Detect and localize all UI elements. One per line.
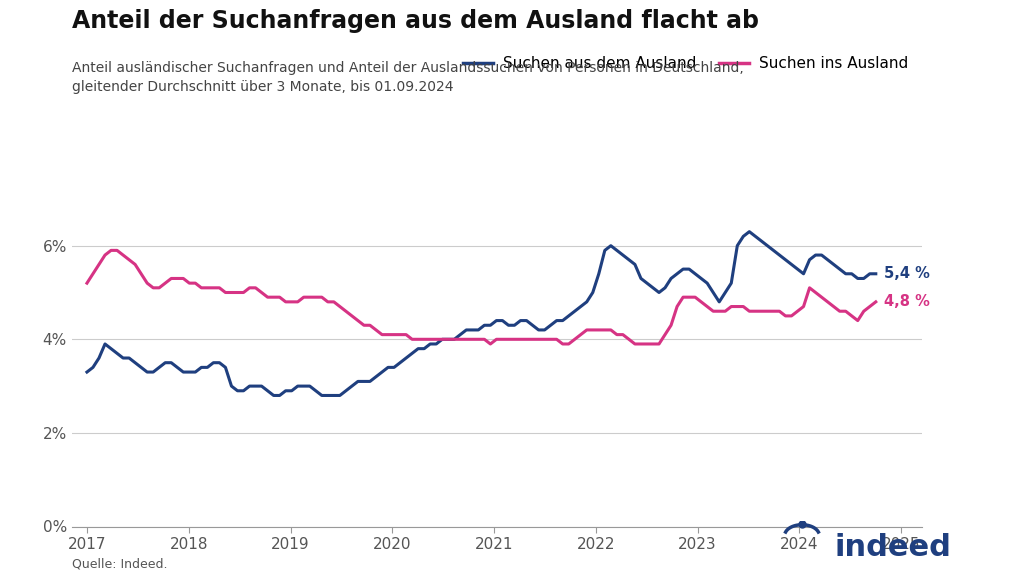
- Text: 4,8 %: 4,8 %: [884, 294, 930, 309]
- Legend: Suchen aus dem Ausland, Suchen ins Ausland: Suchen aus dem Ausland, Suchen ins Ausla…: [457, 50, 914, 77]
- Text: Anteil ausländischer Suchanfragen und Anteil der Auslandssuchen von Personen in : Anteil ausländischer Suchanfragen und An…: [72, 61, 743, 94]
- Text: Quelle: Indeed.: Quelle: Indeed.: [72, 558, 167, 570]
- Text: indeed: indeed: [835, 532, 951, 562]
- Text: Anteil der Suchanfragen aus dem Ausland flacht ab: Anteil der Suchanfragen aus dem Ausland …: [72, 9, 759, 33]
- Text: 5,4 %: 5,4 %: [884, 266, 930, 281]
